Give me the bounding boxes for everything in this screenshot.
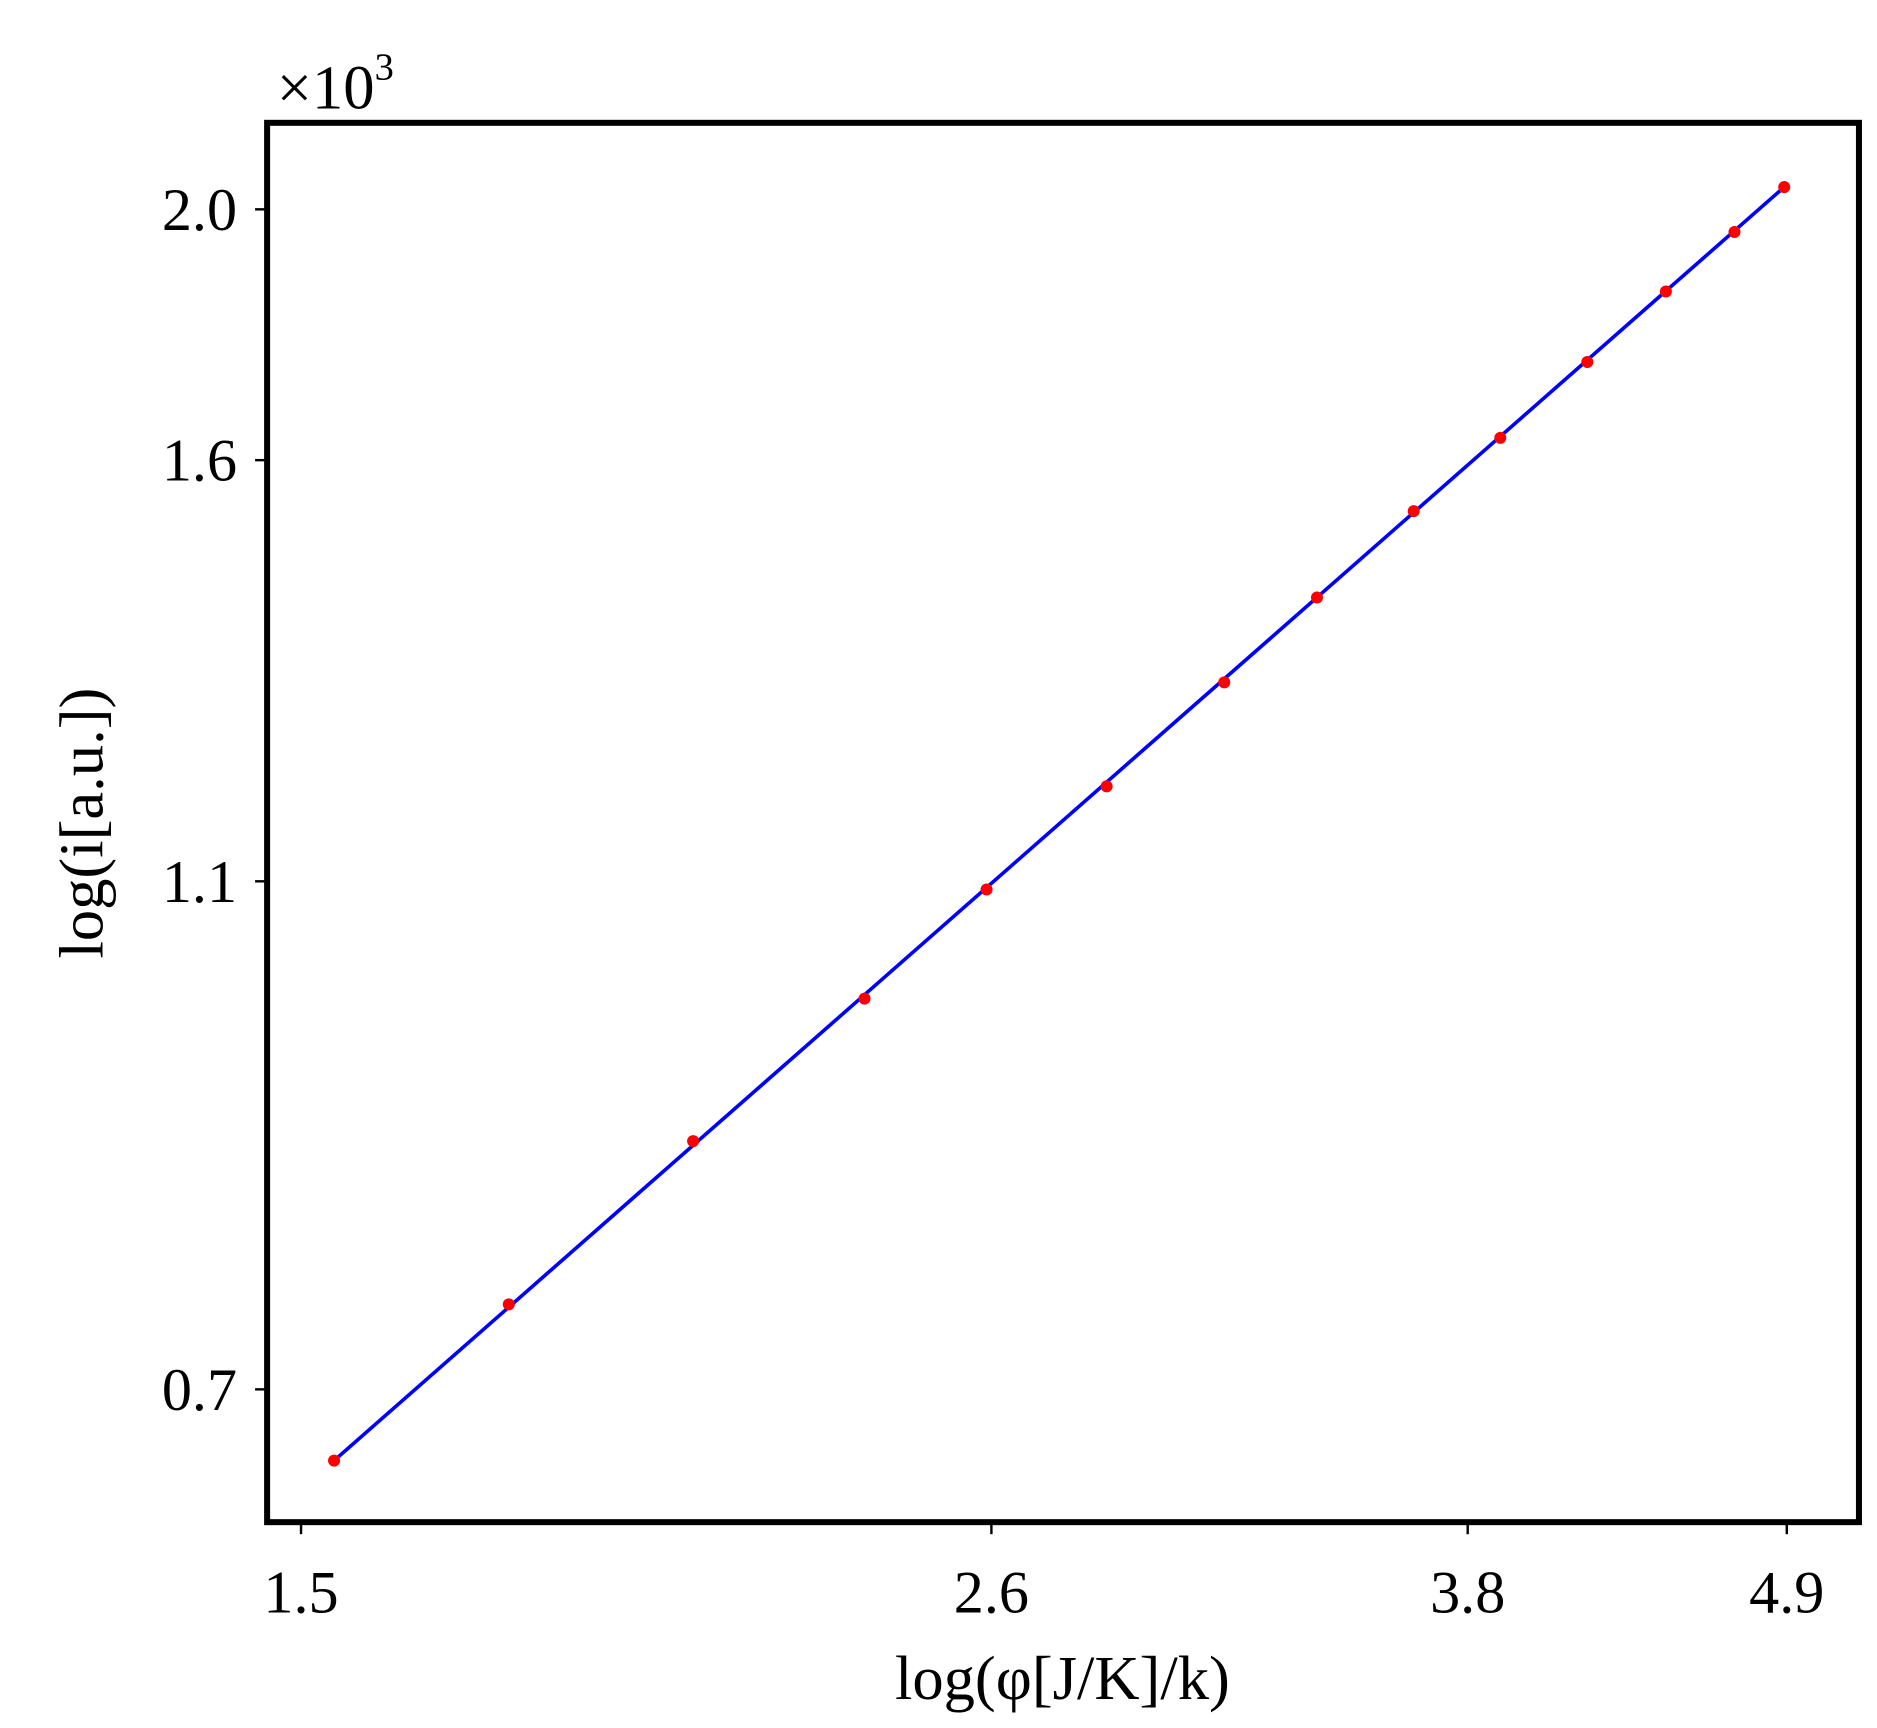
x-tick-label: 3.8: [1430, 1559, 1505, 1626]
data-point: [1728, 226, 1741, 239]
x-tick-label: 1.5: [263, 1559, 338, 1626]
data-point: [502, 1298, 515, 1311]
data-point: [1659, 285, 1672, 298]
y-tick-label: 0.7: [162, 1357, 237, 1424]
data-point: [1581, 355, 1594, 369]
y-tick-label: 1.6: [162, 428, 237, 495]
plot-marks: [328, 181, 1791, 1467]
axis-ticks: 1.5 2.6 3.8 4.9 0.7 1.1 1.6 2.0: [162, 177, 1825, 1627]
multiplier-label: ×103: [277, 47, 394, 123]
data-point: [1494, 431, 1507, 444]
fit-line: [332, 185, 1786, 1462]
multiplier-exponent: 3: [375, 47, 394, 89]
data-point: [858, 992, 871, 1005]
data-point: [1310, 591, 1323, 604]
x-axis-label: log(φ[J/K]/k): [895, 1643, 1230, 1713]
x-tick-label: 4.9: [1749, 1559, 1824, 1626]
data-point: [1407, 505, 1420, 518]
x-tick-label: 2.6: [954, 1559, 1029, 1626]
y-tick-label: 2.0: [162, 177, 237, 244]
y-axis-label: log(i[a.u.]): [46, 688, 116, 959]
data-point: [980, 883, 993, 896]
data-point: [1100, 780, 1113, 793]
y-tick-label: 1.1: [162, 849, 237, 916]
data-point: [328, 1454, 341, 1467]
data-point: [1778, 181, 1791, 194]
data-point: [687, 1135, 700, 1148]
data-point: [1218, 676, 1231, 689]
